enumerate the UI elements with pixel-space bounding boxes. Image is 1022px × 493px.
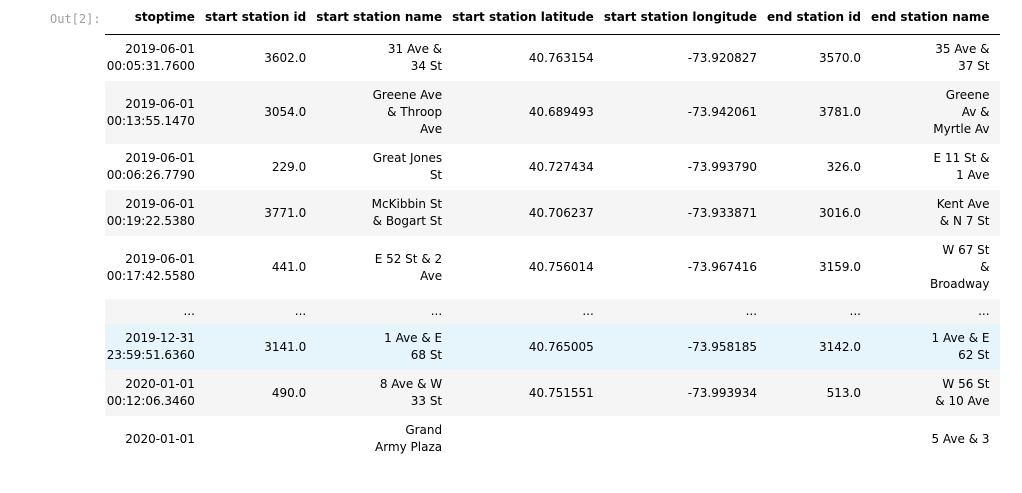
table-cell: Grand Army Plaza <box>375 423 443 454</box>
table-cell: E 52 St & 2 Ave <box>374 251 443 283</box>
table-cell: 3771.0 <box>264 205 307 220</box>
table-cell: 513.0 <box>826 385 861 400</box>
table-cell: 3570.0 <box>818 50 861 65</box>
table-cell: 3781.0 <box>818 105 861 119</box>
column-header: start station longitude <box>598 9 763 35</box>
table-cell: 326.0 <box>826 159 861 174</box>
table-cell: 1 Ave & E 68 St <box>384 331 443 362</box>
table-cell: 441.0 <box>271 260 307 274</box>
table-cell: 35 Ave & 37 St <box>935 42 990 73</box>
table-cell: 40.765005 <box>528 339 594 354</box>
table-cell: 40.729538 <box>995 144 1000 190</box>
table-cell: -73.920827 <box>687 50 758 65</box>
table-cell: -73.993790 <box>687 159 758 174</box>
table-cell: 40.720368 <box>995 190 1000 236</box>
table-cell: McKibbin St & Bogart St <box>371 197 443 228</box>
table-cell: 2019-06-01 00:06:26.7790 <box>106 151 195 182</box>
table-cell: -73.958185 <box>687 339 758 354</box>
table-cell: ... <box>995 299 1000 324</box>
table-row: 01002019-06-0100:13:55.14703054.0Greene … <box>105 81 1000 144</box>
column-header: end station name <box>865 9 995 35</box>
column-header: start station name <box>311 9 448 35</box>
table-cell: W 56 St & 10 Ave <box>935 377 990 408</box>
table-cell: 2020-01-01 <box>125 431 195 446</box>
table-cell: 5 Ave & 3 <box>931 431 990 446</box>
table-cell: W 67 St & Broadway <box>930 243 990 291</box>
column-header: start station id <box>199 9 312 35</box>
table-cell: 229.0 <box>271 159 307 174</box>
output-prompt: Out[2]: <box>50 12 101 26</box>
table-cell <box>200 416 311 462</box>
table-cell: 3016.0 <box>818 205 861 220</box>
column-header: end station id <box>762 9 866 35</box>
table-cell: 31 Ave & 34 St <box>387 42 443 73</box>
table-cell: ... <box>745 304 758 318</box>
table-cell: Great Jones St <box>372 151 443 182</box>
table-cell: 40.756014 <box>528 260 594 274</box>
table-cell: ... <box>978 304 990 318</box>
table-cell: 3159.0 <box>818 260 861 274</box>
table-cell: Greene Av & Myrtle Av <box>933 88 990 136</box>
table-cell: ... <box>582 304 594 318</box>
table-cell: 2019-06-01 00:17:42.5580 <box>106 251 195 283</box>
table-cell: 40.751551 <box>528 385 594 400</box>
table-cell: 3054.0 <box>264 105 307 119</box>
table-cell: E 11 St & 1 Ave <box>933 151 990 182</box>
table-cell: ... <box>430 304 443 318</box>
table-cell: 8 Ave & W 33 St <box>379 377 443 408</box>
table-cell: Greene Ave & Throop Ave <box>372 88 443 136</box>
table-cell: 3602.0 <box>264 50 307 65</box>
table-cell: Kent Ave & N 7 St <box>936 197 990 228</box>
table-cell: 490.0 <box>271 385 307 400</box>
column-header: stoptime <box>105 9 200 35</box>
column-header: start station latitude <box>447 9 599 35</box>
table-cell: 40.689493 <box>528 105 594 119</box>
column-header: end station latitude <box>994 9 1000 35</box>
table-cell: 40.698568 <box>995 81 1000 144</box>
table-cell: 2019-12-31 23:59:51.6360 <box>106 331 195 362</box>
table-cell: 40.755733 <box>995 35 1000 82</box>
table-cell: ... <box>183 304 195 318</box>
table-cell: -73.942061 <box>687 105 758 119</box>
table-cell: 2019-06-01 00:13:55.1470 <box>106 96 195 128</box>
table-cell: -73.993934 <box>687 385 758 400</box>
table-cell: 40.768254 <box>995 370 1000 416</box>
table-cell: 3141.0 <box>264 339 307 354</box>
table-cell <box>762 416 866 462</box>
table-cell: ... <box>294 304 307 318</box>
table-cell: 40.774925 <box>995 236 1000 299</box>
table-cell: -73.933871 <box>687 205 758 220</box>
table-cell: 3142.0 <box>818 339 861 354</box>
table-cell: 40.761227 <box>995 324 1000 370</box>
table-cell: ... <box>849 304 861 318</box>
table-cell <box>599 416 762 462</box>
table-cell: 40.727434 <box>528 159 594 174</box>
table-row: ........................................… <box>105 299 1000 324</box>
table-cell: 40.763154 <box>528 50 594 65</box>
table-cell: 2019-06-01 00:05:31.7600 <box>106 42 195 73</box>
table-cell <box>995 416 1000 462</box>
table-cell: 2020-01-01 00:12:06.3460 <box>106 377 195 408</box>
table-cell: -73.967416 <box>687 260 758 274</box>
table-cell: 1 Ave & E 62 St <box>931 331 990 362</box>
table-cell: 40.706237 <box>528 205 594 220</box>
table-cell: 2019-06-01 00:19:22.5380 <box>106 197 195 228</box>
table-cell <box>447 416 599 462</box>
table-row: 01602019-06-0100:19:22.53803771.0McKibbi… <box>105 190 1000 236</box>
